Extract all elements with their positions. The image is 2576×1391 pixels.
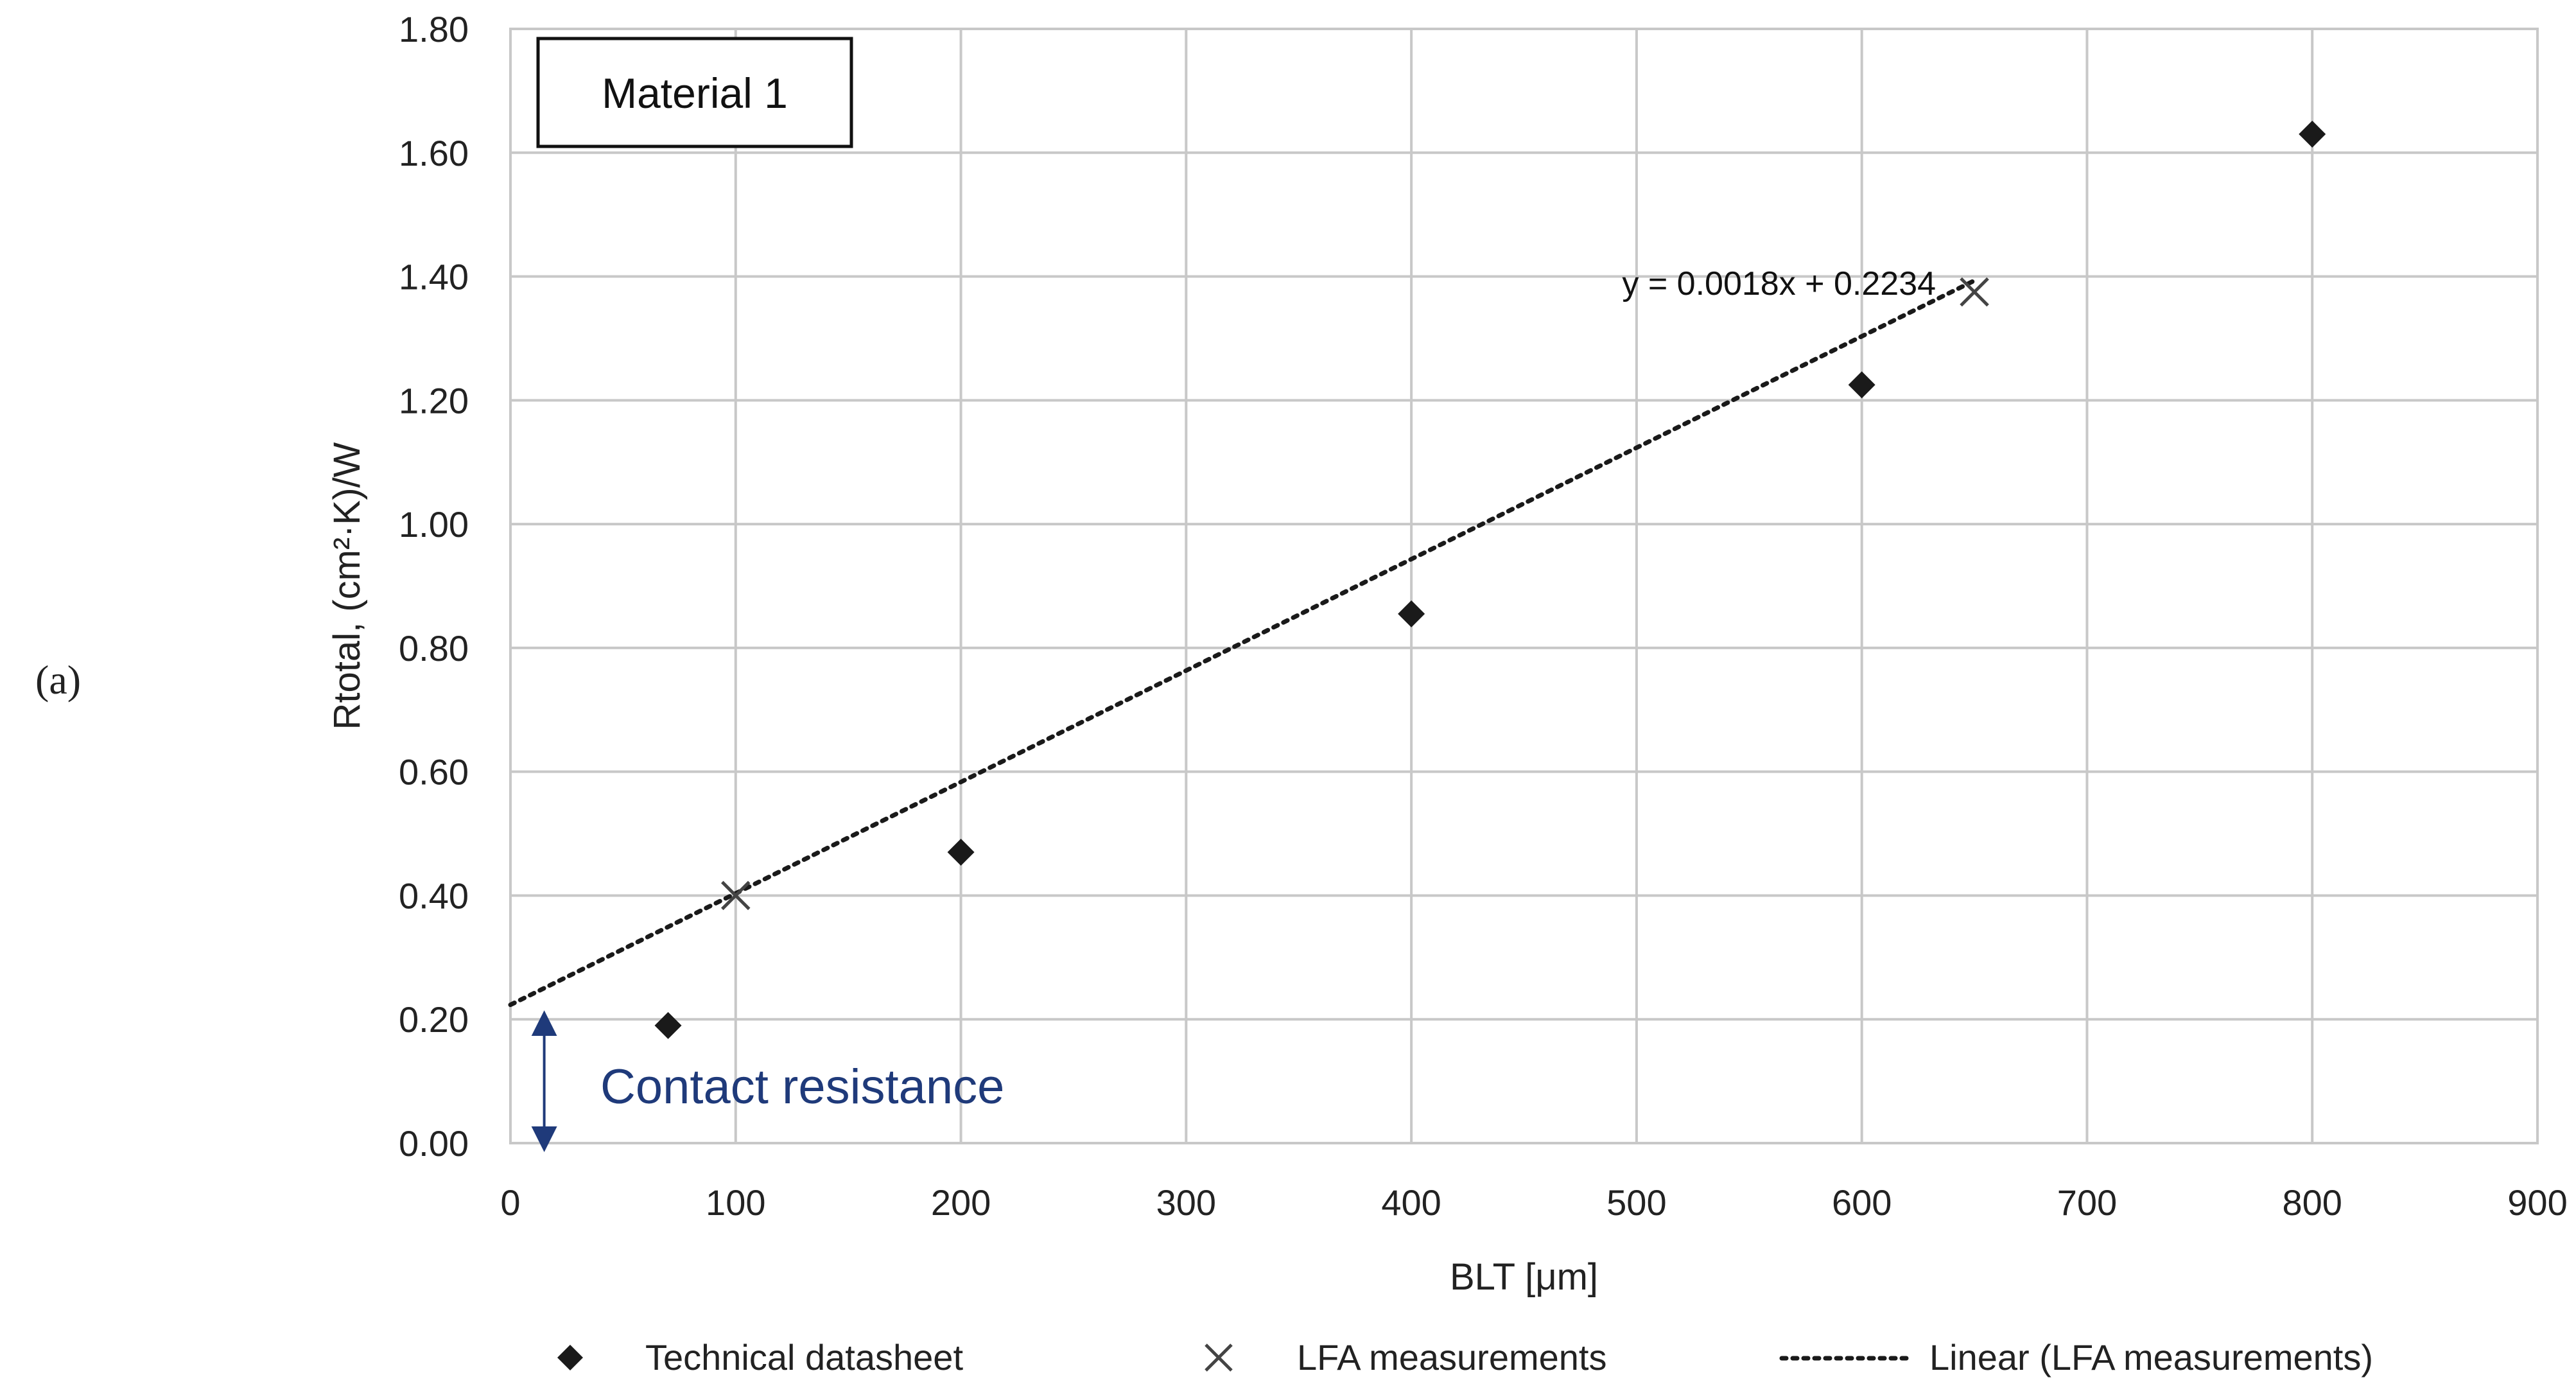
y-tick-label: 0.40	[399, 875, 469, 916]
y-tick-label: 1.60	[399, 133, 469, 173]
legend-diamond-icon	[557, 1345, 583, 1370]
y-tick-label: 0.60	[399, 752, 469, 792]
legend-label-lfa-measurements: LFA measurements	[1297, 1337, 1606, 1378]
series-lfa-measurements	[721, 277, 1989, 911]
panel-label: (a)	[35, 657, 81, 703]
x-tick-label: 500	[1606, 1182, 1666, 1223]
contact-resistance-label: Contact resistance	[600, 1060, 1004, 1114]
legend: Technical datasheet LFA measurements Lin…	[557, 1337, 2373, 1378]
trendline	[508, 278, 1977, 1008]
y-tick-label: 1.40	[399, 257, 469, 297]
legend-label-linear-fit: Linear (LFA measurements)	[1929, 1337, 2373, 1378]
y-tick-label: 1.20	[399, 380, 469, 421]
trendline-equation: y = 0.0018x + 0.2234	[1622, 265, 1936, 302]
lfa-point	[721, 880, 751, 911]
title-box: Material 1	[536, 37, 853, 148]
x-tick-label: 300	[1156, 1182, 1216, 1223]
x-tick-label: 100	[706, 1182, 765, 1223]
datasheet-point	[947, 838, 975, 866]
y-axis-label: Rtotal, (cm²·K)/W	[326, 442, 368, 730]
x-tick-label: 900	[2507, 1182, 2567, 1223]
x-tick-label: 600	[1832, 1182, 1892, 1223]
x-tick-labels: 0 100 200 300 400 500 600 700 800 900	[500, 1182, 2567, 1223]
y-tick-label: 0.00	[399, 1123, 469, 1164]
grid	[509, 28, 2539, 1144]
x-axis-label: BLT [μm]	[1450, 1256, 1598, 1298]
plot-area	[509, 28, 2539, 1144]
chart-title: Material 1	[602, 69, 788, 117]
series-technical-datasheet	[654, 120, 2326, 1039]
y-tick-labels: 0.00 0.20 0.40 0.60 0.80 1.00 1.20 1.40 1.60 1.80	[399, 9, 469, 1164]
datasheet-point	[654, 1011, 682, 1039]
x-tick-label: 200	[931, 1182, 991, 1223]
y-tick-label: 1.00	[399, 504, 469, 545]
y-tick-label: 0.20	[399, 999, 469, 1040]
datasheet-point	[2299, 120, 2326, 148]
legend-label-technical-datasheet: Technical datasheet	[645, 1337, 963, 1378]
lfa-point	[1960, 277, 1989, 307]
y-tick-label: 0.80	[399, 628, 469, 669]
x-tick-label: 700	[2057, 1182, 2117, 1223]
legend-item-technical-datasheet: Technical datasheet	[557, 1337, 963, 1378]
datasheet-point	[1398, 600, 1425, 627]
x-tick-label: 400	[1381, 1182, 1441, 1223]
x-tick-label: 0	[500, 1182, 520, 1223]
datasheet-point	[1848, 371, 1875, 399]
y-tick-label: 1.80	[399, 9, 469, 49]
legend-item-linear-fit: Linear (LFA measurements)	[1779, 1337, 2373, 1378]
legend-item-lfa-measurements: LFA measurements	[1205, 1337, 1606, 1378]
legend-cross-icon	[1205, 1343, 1233, 1372]
x-tick-label: 800	[2283, 1182, 2342, 1223]
